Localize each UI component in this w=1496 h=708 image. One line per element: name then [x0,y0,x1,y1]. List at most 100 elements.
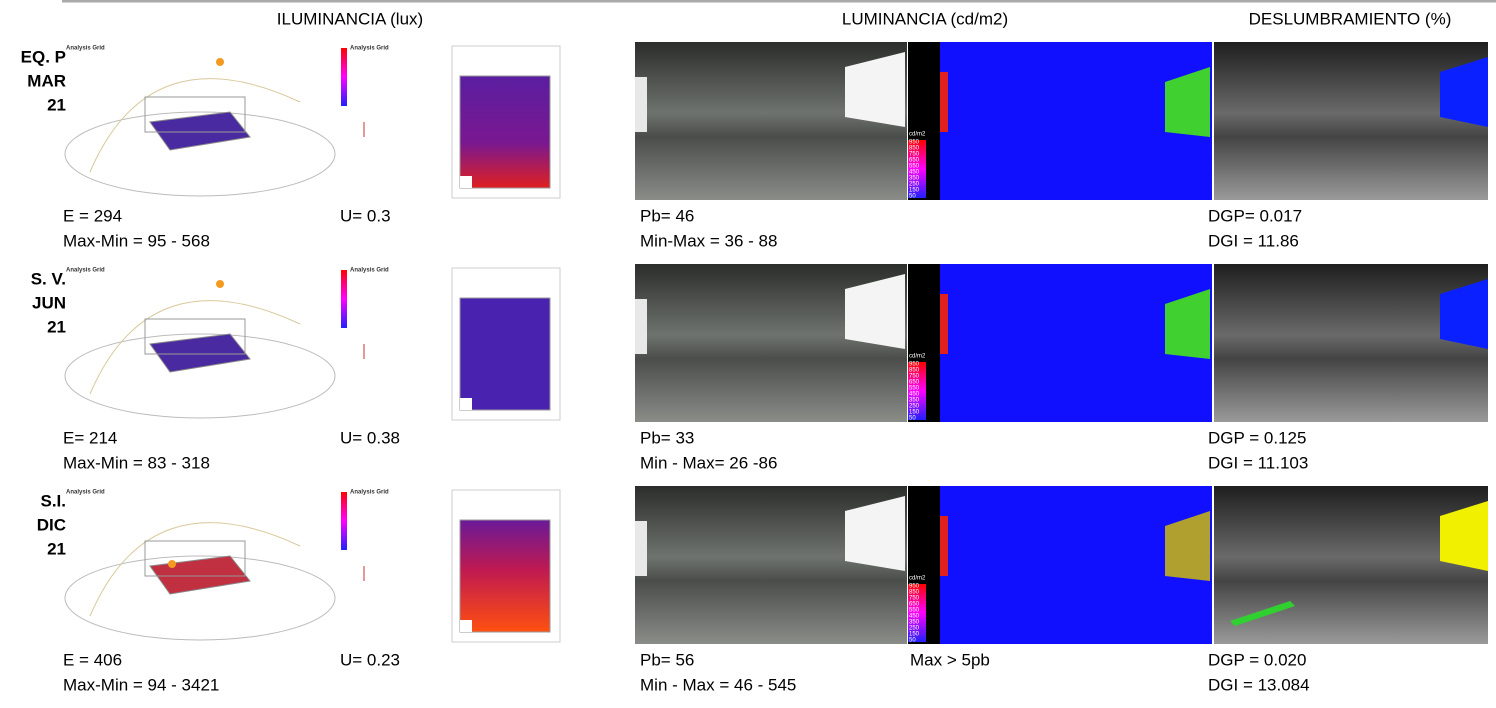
row-label: EQ. P [21,47,66,66]
scale-label: 650 [909,602,920,608]
scale-label: 350 [909,620,920,626]
uniformity: U= 0.38 [340,428,400,447]
glare-dgp: DGP = 0.020 [1208,650,1306,669]
hot-strip [940,72,948,132]
sun [168,560,176,568]
building-frame [144,96,246,133]
luminance-range: Min-Max = 36 - 88 [640,231,777,250]
scale-unit: cd/m2 [909,576,926,582]
window-green [1165,67,1210,137]
luminance-range: Min - Max = 46 - 545 [640,675,796,694]
image-caption: Analysis Grid [66,490,105,496]
row-label: 21 [47,95,66,114]
scale-label: 250 [909,626,920,632]
plan-grid [459,297,551,411]
glare-image [1214,42,1488,200]
false-color-image [908,264,1212,422]
hot-strip [940,516,948,576]
glare-dgi: DGI = 11.103 [1208,453,1308,472]
row-label: 21 [47,539,66,558]
scale-label: 650 [909,380,920,386]
sun-path-image: Analysis Grid [64,46,336,197]
glare-image [1214,486,1488,644]
plan-frame [451,45,561,199]
luminance-value: Pb= 33 [640,428,694,447]
glare-floor [1230,601,1295,626]
luminance-value: Pb= 46 [640,206,694,225]
image-caption: Analysis Grid [66,268,105,274]
row-label: S. V. [31,269,66,288]
image-caption: Analysis Grid [350,46,389,52]
scale-label: 250 [909,182,920,188]
scale-label: 450 [909,614,920,620]
plan-notch [460,620,472,632]
glare-dgp: DGP = 0.125 [1208,428,1306,447]
false-color-image [908,486,1212,644]
luminance-note: Max > 5pb [910,650,990,669]
scale-label: 750 [909,152,920,158]
scale-label: 550 [909,164,920,170]
building [149,555,251,595]
window-green [1165,289,1210,359]
scale-label: 550 [909,386,920,392]
glare-window [1440,279,1488,349]
scale-label: 750 [909,374,920,380]
plan-frame [451,489,561,643]
illuminance-value: E = 406 [63,650,122,669]
illuminance-range: Max-Min = 83 - 318 [63,453,210,472]
image-caption: Analysis Grid [350,490,389,496]
building [149,333,251,373]
plan-notch [460,176,472,188]
scale-label: 850 [909,146,920,152]
scale-label: 350 [909,176,920,182]
scale-label: 450 [909,392,920,398]
luminance-value: Pb= 56 [640,650,694,669]
scale-label: 350 [909,398,920,404]
sun-path-image: Analysis Grid [64,490,336,641]
sun-path [64,111,336,197]
image-caption: Analysis Grid [66,46,105,52]
scale-label: 850 [909,590,920,596]
uniformity: U= 0.23 [340,650,400,669]
row-label: S.I. [40,491,66,510]
illuminance-range: Max-Min = 95 - 568 [63,231,210,250]
building-frame [144,540,246,577]
plan-grid [459,519,551,633]
scale-label: 250 [909,404,920,410]
scale-label: 150 [909,632,920,638]
row-label: DIC [37,515,66,534]
scale-label: 950 [909,140,920,146]
illuminance-value: E= 214 [63,428,117,447]
scale-label: 150 [909,188,920,194]
building [149,111,251,151]
scale-label: 450 [909,170,920,176]
glare-window [1440,57,1488,127]
glare-dgp: DGP= 0.017 [1208,206,1302,225]
column-header: LUMINANCIA (cd/m2) [842,9,1008,28]
row-label: 21 [47,317,66,336]
sun-arc [89,78,301,173]
sun [216,58,224,66]
side-window [635,77,647,132]
legend-bar [341,492,347,550]
hot-strip [940,294,948,354]
scale-label: 950 [909,584,920,590]
sun [216,280,224,288]
scale-label: 950 [909,362,920,368]
luminance-range: Min - Max= 26 -86 [640,453,777,472]
illuminance-range: Max-Min = 94 - 3421 [63,675,219,694]
glare-dgi: DGI = 13.084 [1208,675,1310,694]
window [845,496,905,571]
scale-label: 50 [909,638,916,644]
side-window [635,299,647,354]
sun-arc [89,522,301,617]
glare-dgi: DGI = 11.86 [1208,231,1299,250]
scale-label: 50 [909,194,916,200]
scale-label: 150 [909,410,920,416]
legend-bar [341,270,347,328]
glare-image [1214,264,1488,422]
plan-grid [459,75,551,189]
image-caption: Analysis Grid [350,268,389,274]
